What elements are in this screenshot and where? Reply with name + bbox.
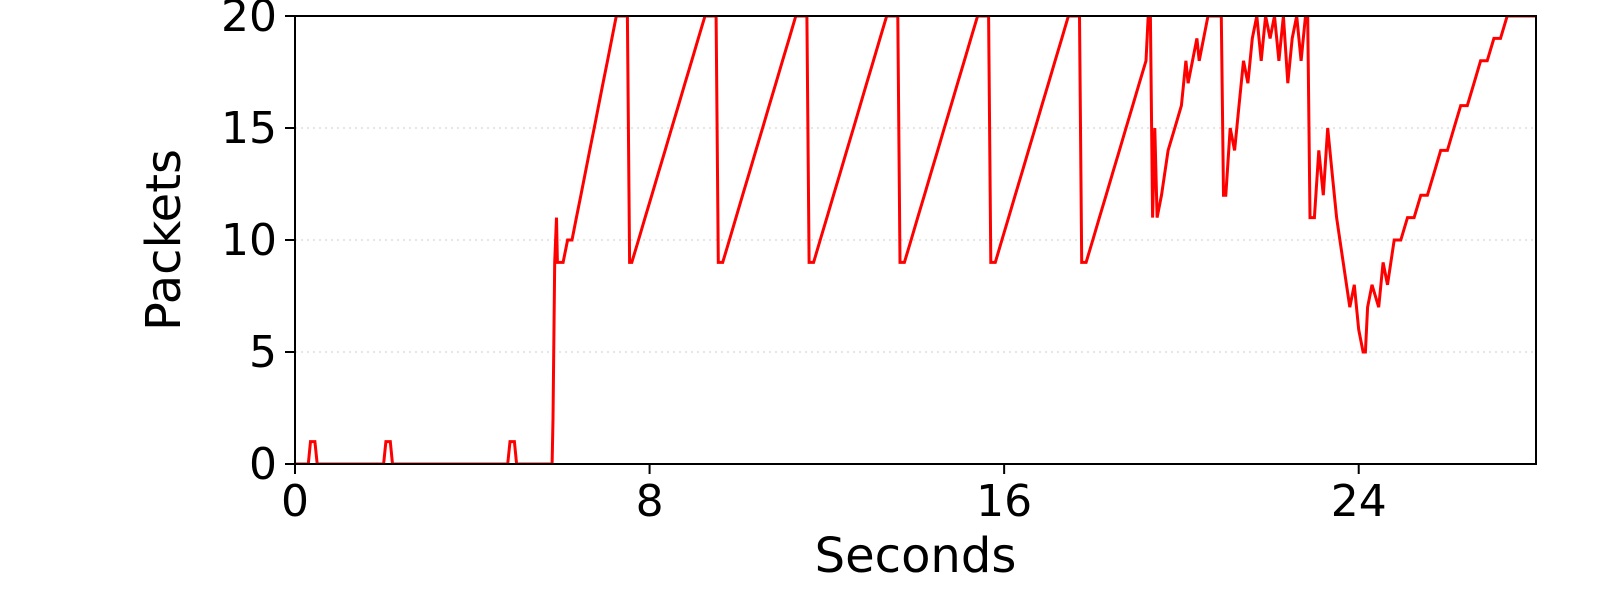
y-tick-label: 0: [249, 439, 277, 490]
y-tick-label: 5: [249, 327, 277, 378]
y-tick-label: 20: [221, 0, 277, 42]
y-axis-label: Packets: [136, 149, 192, 331]
y-tick-label: 15: [221, 103, 277, 154]
x-axis-label: Seconds: [815, 528, 1017, 584]
y-tick-label: 10: [221, 215, 277, 266]
packets-chart: 0 8 16 24 0 5 10 15 20 Seconds Packets: [0, 0, 1600, 600]
x-tick-label: 24: [1331, 476, 1387, 527]
x-tick-label: 8: [636, 476, 664, 527]
x-tick-label: 16: [976, 476, 1032, 527]
x-tick-label: 0: [281, 476, 309, 527]
chart-svg: 0 8 16 24 0 5 10 15 20 Seconds Packets: [0, 0, 1600, 600]
